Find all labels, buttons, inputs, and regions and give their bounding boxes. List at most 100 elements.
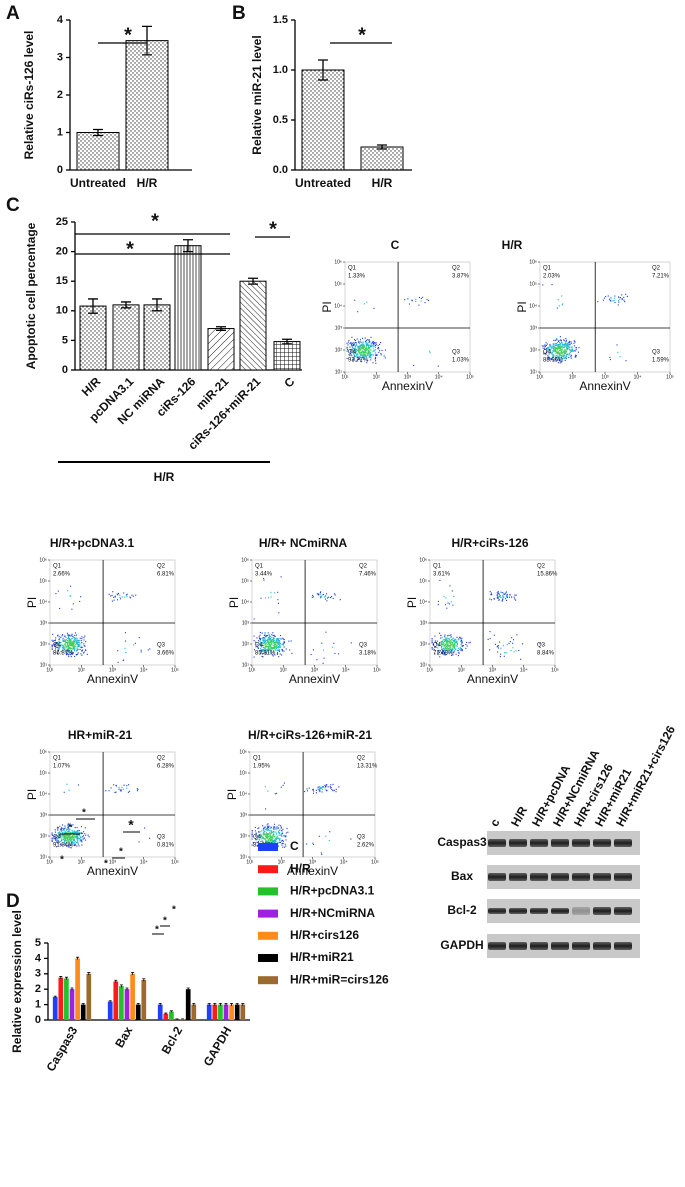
quadrant-name: Q4 [255, 643, 264, 649]
event-dot [454, 642, 456, 644]
bar [143, 304, 171, 371]
event-dot [61, 824, 64, 826]
event-dot [273, 646, 275, 648]
event-dot [59, 840, 61, 843]
event-dot [272, 646, 274, 649]
quadrant-events [253, 576, 282, 620]
event-dot [568, 354, 570, 356]
event-dot [73, 642, 75, 644]
event-dot [272, 837, 274, 839]
event-dot [502, 596, 505, 598]
event-dot [500, 591, 502, 593]
y-tick-label: 3 [35, 968, 41, 980]
plot-title: H/R [502, 238, 523, 252]
event-dot [137, 788, 139, 790]
event-dot [446, 644, 448, 646]
event-dot [262, 837, 264, 839]
event-dot [268, 833, 270, 835]
significance-marker: * [151, 210, 159, 232]
plot-title: H/R+ NCmiRNA [259, 536, 348, 550]
event-dot [83, 651, 85, 653]
event-dot [447, 641, 449, 643]
x-axis-label: AnnexinV [467, 672, 518, 686]
event-dot [69, 834, 71, 836]
event-dot [442, 649, 444, 651]
event-dot [560, 346, 562, 349]
event-dot [356, 338, 358, 340]
event-dot [77, 642, 79, 644]
event-dot [565, 355, 568, 357]
event-dot [64, 643, 66, 645]
event-dot [269, 639, 271, 641]
event-dot [278, 831, 280, 833]
event-dot [51, 832, 53, 834]
event-dot [60, 835, 62, 837]
event-dot [373, 345, 375, 347]
event-dot [256, 637, 258, 639]
event-dot [66, 646, 68, 648]
y-tick-label: 10⁵ [419, 578, 427, 584]
event-dot [602, 299, 604, 301]
event-dot [285, 836, 287, 838]
error-bar [121, 301, 131, 309]
event-dot [545, 344, 547, 347]
event-dot [501, 597, 503, 599]
event-dot [67, 646, 69, 648]
quadrant-name: Q2 [157, 564, 166, 570]
event-dot [558, 359, 561, 361]
event-dot [575, 355, 577, 357]
event-dot [282, 840, 284, 842]
event-dot [280, 649, 282, 651]
event-dot [55, 837, 57, 839]
event-dot [69, 828, 71, 830]
event-dot [264, 831, 266, 833]
event-dot [70, 634, 72, 636]
event-dot [557, 347, 559, 349]
event-dot [370, 349, 372, 351]
event-dot [260, 840, 262, 843]
event-dot [57, 835, 59, 837]
event-dot [353, 347, 355, 349]
event-dot [434, 640, 436, 642]
y-tick-label: 10³ [335, 325, 343, 331]
event-dot [275, 642, 277, 644]
event-dot [283, 846, 286, 848]
event-dot [443, 641, 445, 643]
event-dot [116, 593, 118, 595]
event-dot [461, 637, 463, 639]
event-dot [132, 595, 134, 597]
event-dot [372, 342, 374, 344]
band [509, 908, 527, 914]
event-dot [265, 833, 268, 835]
error-bar [169, 1010, 173, 1013]
y-tick-label: 10² [242, 641, 250, 647]
event-dot [51, 834, 53, 836]
significance-marker: * [269, 218, 277, 240]
event-dot [552, 356, 554, 358]
event-dot [362, 342, 364, 344]
event-dot [449, 634, 451, 636]
event-dot [454, 651, 456, 653]
bar [234, 1004, 240, 1020]
y-tick-label: 5 [35, 937, 41, 949]
event-dot [260, 831, 262, 833]
event-dot [612, 300, 614, 302]
event-dot [72, 832, 74, 834]
event-dot [557, 351, 559, 353]
quadrant-percent: 13.31% [357, 764, 378, 770]
event-dot [418, 304, 420, 306]
event-dot [568, 348, 570, 350]
event-dot [360, 352, 362, 354]
event-dot [136, 790, 139, 792]
event-dot [72, 836, 74, 838]
event-dot [59, 825, 61, 827]
band [593, 907, 611, 915]
event-dot [553, 349, 555, 351]
bar [69, 989, 75, 1020]
event-dot [274, 643, 277, 646]
x-tick-label: 10⁵ [666, 374, 674, 380]
event-dot [547, 349, 550, 351]
event-dot [568, 357, 570, 359]
event-dot [451, 647, 453, 649]
event-dot [62, 645, 65, 647]
